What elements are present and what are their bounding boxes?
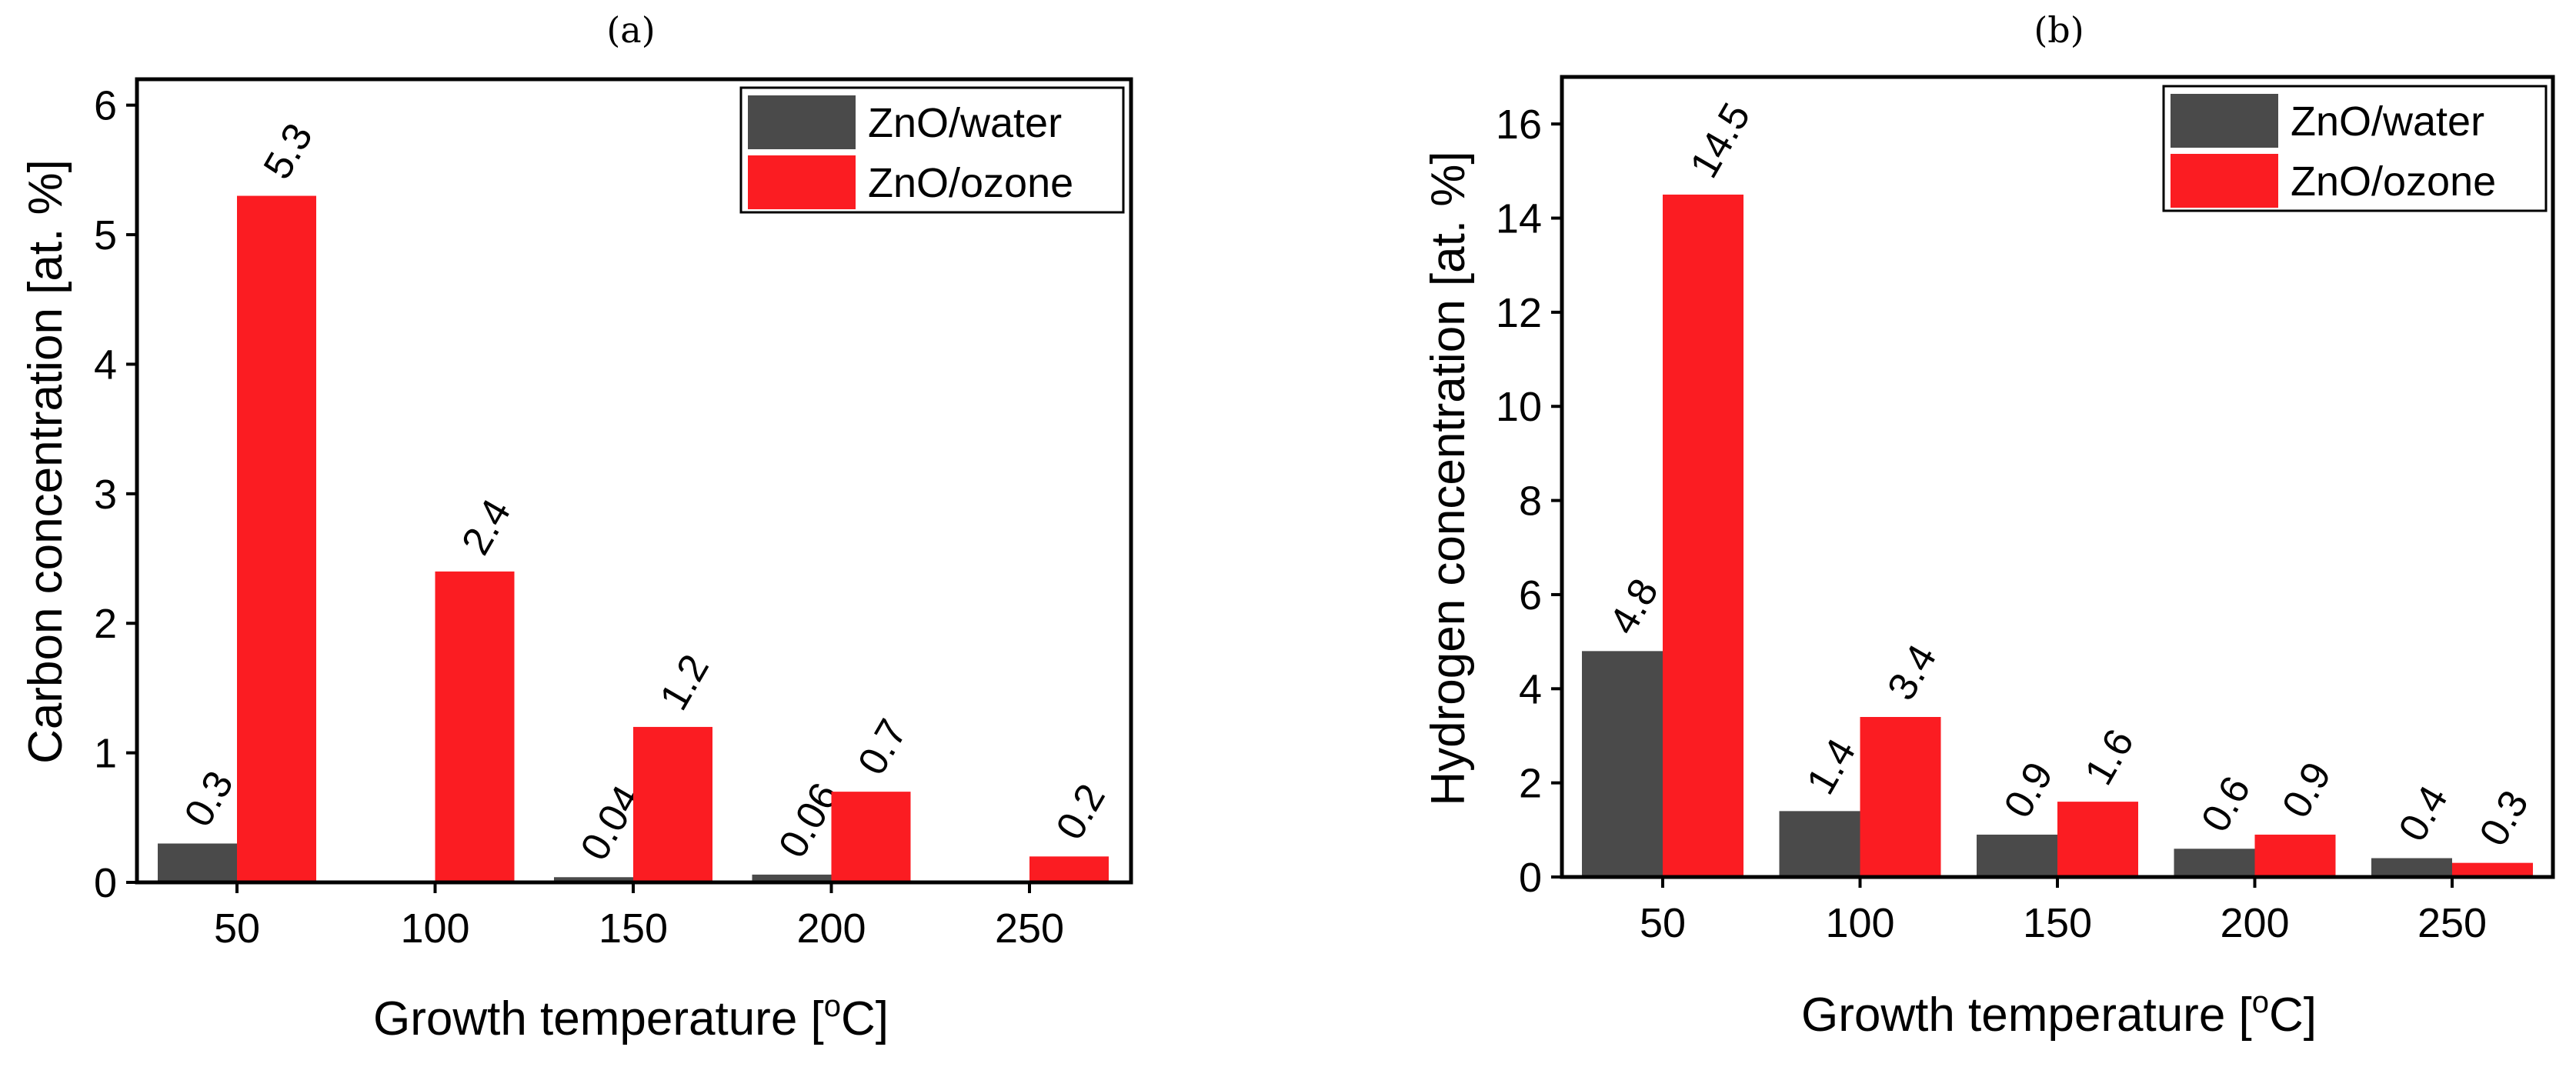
y-tick-label-10: 10 — [1496, 384, 1542, 430]
panel-label-b: (b) — [2034, 9, 2084, 51]
legend-a-label-water: ZnO/water — [868, 100, 1062, 146]
chart-b-plot-frame — [1560, 75, 2555, 879]
value-label-ozone-250: 0.2 — [1048, 777, 1114, 848]
chart-a-plot-frame — [135, 77, 1133, 885]
bar-water-250 — [2371, 858, 2452, 877]
y-tick-label-12: 12 — [1496, 290, 1542, 336]
x-title-b-sup: o — [2252, 985, 2269, 1019]
x-title-a-end: C] — [841, 992, 889, 1045]
chart-a-bars: 0.3 0.04 0.065.32.41.20.70.2 — [158, 116, 1114, 882]
value-label-water-100: 1.4 — [1798, 732, 1864, 802]
bar-ozone-250 — [2452, 862, 2533, 877]
y-tick-label-16: 16 — [1496, 102, 1542, 148]
value-label-water-50: 0.3 — [176, 764, 242, 835]
x-title-b-end: C] — [2269, 989, 2317, 1042]
legend-a-swatch-water — [748, 95, 856, 149]
value-label-ozone-50: 5.3 — [255, 116, 322, 187]
value-label-ozone-150: 1.6 — [2077, 722, 2143, 793]
chart-b-y-axis-title: Hydrogen concentration [at. %] — [1422, 151, 1475, 805]
chart-a-y-axis-title: Carbon concentration [at. %] — [19, 159, 72, 764]
y-tick-label-1: 1 — [94, 731, 117, 777]
x-title-a-sup: o — [824, 989, 841, 1023]
value-label-ozone-200: 0.9 — [2274, 755, 2340, 825]
bar-ozone-100 — [435, 571, 515, 882]
y-tick-label-4: 4 — [1519, 666, 1542, 712]
value-label-ozone-50: 14.5 — [1682, 95, 1760, 185]
bar-ozone-150 — [2057, 802, 2138, 877]
value-label-ozone-200: 0.7 — [849, 712, 916, 783]
y-tick-label-0: 0 — [1519, 855, 1542, 901]
x-tick-label-250: 250 — [995, 905, 1064, 952]
x-tick-label-50: 50 — [214, 905, 260, 952]
x-tick-label-150: 150 — [599, 905, 668, 952]
x-title-b-main: Growth temperature [ — [1801, 989, 2252, 1042]
y-tick-label-4: 4 — [94, 342, 117, 388]
bar-water-50 — [158, 843, 237, 882]
bar-ozone-150 — [633, 726, 712, 882]
value-label-water-150: 0.9 — [1996, 755, 2062, 825]
bar-water-100 — [1779, 811, 1860, 877]
y-tick-label-8: 8 — [1519, 478, 1542, 525]
y-tick-label-0: 0 — [94, 860, 117, 906]
legend-a-label-ozone: ZnO/ozone — [868, 160, 1073, 206]
chart-a-x-axis-title: Growth temperature [oC] — [373, 989, 889, 1045]
y-tick-label-6: 6 — [1519, 572, 1542, 619]
x-title-a-main: Growth temperature [ — [373, 992, 824, 1045]
y-tick-label-5: 5 — [94, 212, 117, 258]
bar-ozone-100 — [1860, 717, 1941, 877]
y-tick-label-2: 2 — [94, 601, 117, 647]
bar-water-150 — [1977, 834, 2057, 877]
legend-b-label-water: ZnO/water — [2291, 98, 2484, 145]
value-label-ozone-250: 0.3 — [2471, 783, 2538, 854]
x-tick-label-200: 200 — [2220, 900, 2289, 946]
y-tick-label-14: 14 — [1496, 196, 1542, 242]
x-tick-label-150: 150 — [2023, 900, 2092, 946]
chart-b-bars: 4.81.4 0.9 0.6 0.414.53.41.6 0.9 0.3 — [1582, 95, 2538, 878]
chart-a-carbon: (a) 0.3 0.04 0.065.32.41.20.70.2 012345650… — [19, 9, 1133, 1045]
bar-water-150 — [554, 877, 633, 882]
y-tick-label-6: 6 — [94, 83, 117, 129]
panel-label-a: (a) — [606, 9, 655, 51]
chart-a-legend: ZnO/water ZnO/ozone — [739, 86, 1125, 214]
value-label-water-200: 0.6 — [2193, 769, 2259, 840]
value-label-ozone-150: 1.2 — [652, 647, 718, 718]
bar-ozone-200 — [831, 792, 911, 882]
bar-ozone-50 — [1663, 194, 1743, 878]
chart-a-axis-ticks: 0 1 2 3 4 5 6 50 100 150 200 250 — [94, 83, 1064, 952]
bar-ozone-50 — [237, 195, 316, 882]
legend-b-swatch-ozone — [2171, 154, 2278, 208]
y-tick-label-2: 2 — [1519, 761, 1542, 807]
x-tick-label-200: 200 — [796, 905, 866, 952]
chart-b-axis-ticks: 0 2 4 6 8 10 12 14 16 50 100 150 200 250 — [1496, 102, 2487, 946]
bar-water-200 — [2174, 849, 2255, 877]
value-label-ozone-100: 3.4 — [1879, 637, 1945, 708]
x-tick-label-250: 250 — [2418, 900, 2487, 946]
x-tick-label-100: 100 — [400, 905, 469, 952]
chart-b-x-axis-title: Growth temperature [oC] — [1801, 985, 2317, 1042]
value-label-water-250: 0.4 — [2391, 779, 2457, 849]
bar-ozone-250 — [1029, 856, 1109, 882]
x-tick-label-100: 100 — [1825, 900, 1894, 946]
value-label-ozone-100: 2.4 — [453, 492, 519, 562]
legend-a-swatch-ozone — [748, 155, 856, 209]
value-label-water-50: 4.8 — [1601, 572, 1667, 642]
chart-b-hydrogen: (b) 4.81.4 0.9 0.6 0.414.53.41.6 0.9 0.3 0246… — [1422, 9, 2555, 1042]
legend-b-label-ozone: ZnO/ozone — [2291, 158, 2496, 205]
chart-b-legend: ZnO/water ZnO/ozone — [2162, 85, 2548, 212]
x-tick-label-50: 50 — [1640, 900, 1686, 946]
bar-ozone-200 — [2254, 834, 2336, 877]
bar-water-50 — [1582, 651, 1663, 877]
y-tick-label-3: 3 — [94, 472, 117, 518]
bar-water-200 — [752, 874, 832, 882]
legend-b-swatch-water — [2171, 94, 2278, 148]
